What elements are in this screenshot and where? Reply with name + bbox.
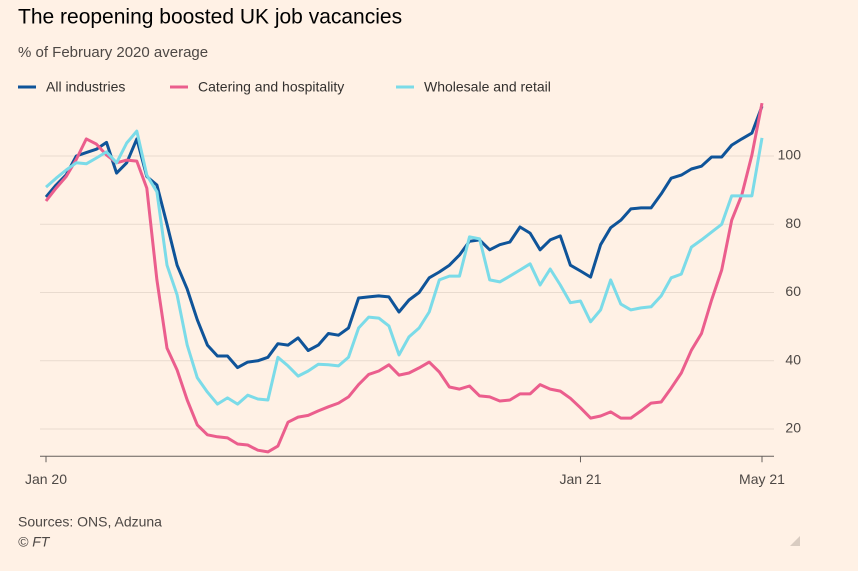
y-tick-label: 100 [778, 147, 802, 163]
chart-subtitle: % of February 2020 average [18, 44, 208, 61]
source: Sources: ONS, Adzuna [18, 514, 162, 530]
legend-label: Catering and hospitality [198, 79, 344, 95]
y-tick-label: 80 [785, 215, 801, 231]
chart-title: The reopening boosted UK job vacancies [18, 6, 402, 29]
corner-icon [790, 536, 800, 546]
y-tick-label: 20 [785, 420, 801, 436]
x-tick-label: Jan 21 [559, 471, 601, 487]
series-line [44, 105, 764, 370]
y-tick-label: 40 [785, 351, 801, 367]
legend-label: All industries [46, 79, 125, 95]
x-tick-label: May 21 [739, 471, 785, 487]
series-line [45, 129, 764, 406]
y-tick-label: 60 [785, 283, 801, 299]
legend-label: Wholesale and retail [424, 79, 551, 95]
series-line [44, 102, 764, 454]
credit: © FT [18, 534, 51, 550]
x-tick-label: Jan 20 [25, 471, 67, 487]
